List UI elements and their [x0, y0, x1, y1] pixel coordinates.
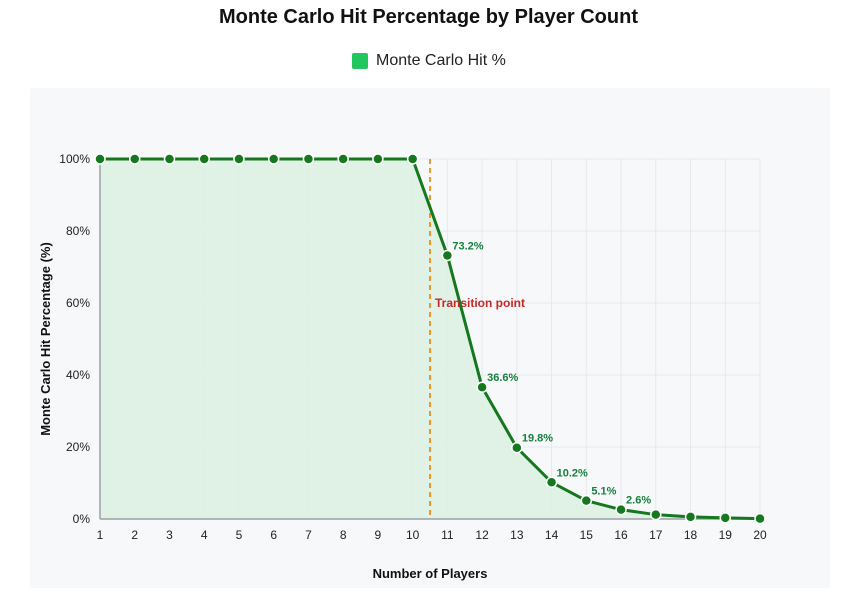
data-point: [684, 511, 697, 523]
data-label: 19.8%: [522, 433, 553, 445]
legend-label: Monte Carlo Hit %: [376, 52, 506, 69]
data-label: 36.6%: [487, 372, 518, 384]
data-point: [580, 494, 593, 507]
data-point: [94, 153, 106, 165]
legend-swatch: [352, 53, 368, 69]
x-tick-label: 2: [131, 528, 138, 542]
data-point: [233, 153, 245, 165]
x-tick-label: 12: [475, 528, 489, 542]
data-point: [267, 153, 280, 165]
x-tick-label: 11: [441, 528, 454, 542]
x-tick-label: 5: [236, 528, 243, 542]
x-tick-label: 8: [340, 528, 347, 542]
data-point: [372, 153, 384, 165]
x-tick-label: 20: [753, 528, 767, 542]
y-tick-label: 20%: [66, 440, 90, 454]
x-tick-label: 9: [375, 528, 382, 542]
transition-label: Transition point: [435, 296, 525, 310]
data-label: 2.6%: [626, 495, 651, 507]
x-tick-label: 4: [201, 528, 208, 542]
data-label: 73.2%: [452, 240, 483, 252]
series-line: [100, 157, 761, 521]
data-label: 10.2%: [557, 467, 588, 479]
data-point: [545, 476, 558, 489]
x-axis-title: Number of Players: [373, 566, 488, 581]
x-tick-label: 3: [166, 528, 173, 542]
data-label: 5.1%: [591, 486, 616, 498]
data-point: [476, 381, 488, 393]
x-tick-label: 6: [270, 528, 277, 542]
data-point: [163, 153, 176, 165]
data-point: [337, 153, 349, 165]
x-tick-label: 18: [684, 528, 698, 542]
y-axis-title: Monte Carlo Hit Percentage (%): [38, 242, 53, 436]
legend: Monte Carlo Hit %: [352, 52, 506, 70]
x-tick-label: 16: [614, 528, 628, 542]
data-point: [406, 153, 419, 165]
x-tick-label: 13: [510, 528, 524, 542]
x-tick-label: 10: [406, 528, 420, 542]
data-point: [302, 153, 315, 165]
x-tick-label: 14: [545, 528, 559, 542]
data-point: [441, 249, 454, 262]
data-point: [511, 441, 523, 454]
data-point: [650, 508, 662, 521]
y-tick-label: 40%: [66, 368, 90, 382]
x-tick-label: 7: [305, 528, 312, 542]
x-tick-label: 17: [649, 528, 663, 542]
y-tick-label: 100%: [59, 152, 90, 166]
data-point: [615, 503, 627, 516]
x-tick-label: 15: [580, 528, 594, 542]
y-tick-label: 80%: [66, 224, 90, 238]
y-tick-label: 60%: [66, 296, 90, 310]
data-point: [128, 153, 141, 165]
y-tick-label: 0%: [73, 512, 91, 526]
x-tick-label: 19: [719, 528, 733, 542]
chart-title: Monte Carlo Hit Percentage by Player Cou…: [219, 6, 638, 28]
data-point: [754, 512, 766, 525]
x-tick-label: 1: [97, 528, 104, 542]
data-point: [198, 153, 210, 165]
data-point: [719, 512, 732, 524]
